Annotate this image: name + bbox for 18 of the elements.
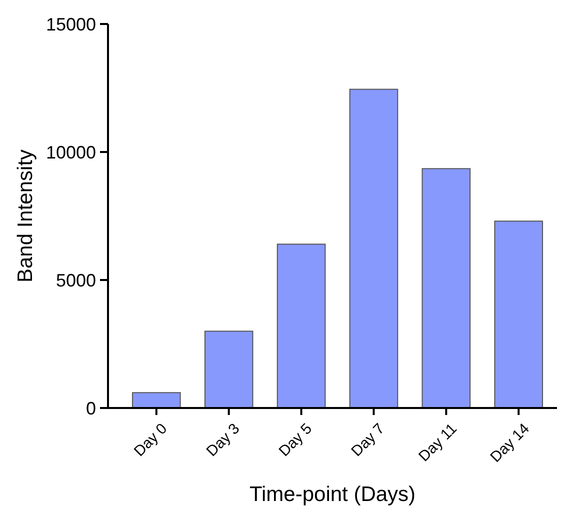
bar — [132, 392, 181, 408]
bar — [422, 168, 471, 408]
bar — [276, 244, 326, 408]
y-tick-label: 15000 — [46, 14, 96, 34]
y-tick-label: 10000 — [46, 142, 96, 162]
x-tick-label: Day 7 — [348, 420, 388, 460]
bar — [349, 88, 398, 408]
y-axis-title: Band Intensity — [14, 148, 37, 283]
x-axis-title: Time-point (Days) — [249, 483, 416, 506]
x-tick-label: Day 14 — [487, 420, 533, 466]
bar — [204, 330, 254, 408]
y-tick-label: 0 — [86, 398, 96, 418]
x-tick-label: Day 5 — [276, 420, 316, 460]
x-tick-label: Day 0 — [130, 420, 171, 460]
bar — [494, 220, 544, 408]
y-tick-label: 5000 — [56, 270, 96, 290]
x-tick-label: Day 11 — [416, 420, 460, 466]
x-tick-label: Day 3 — [203, 420, 244, 460]
